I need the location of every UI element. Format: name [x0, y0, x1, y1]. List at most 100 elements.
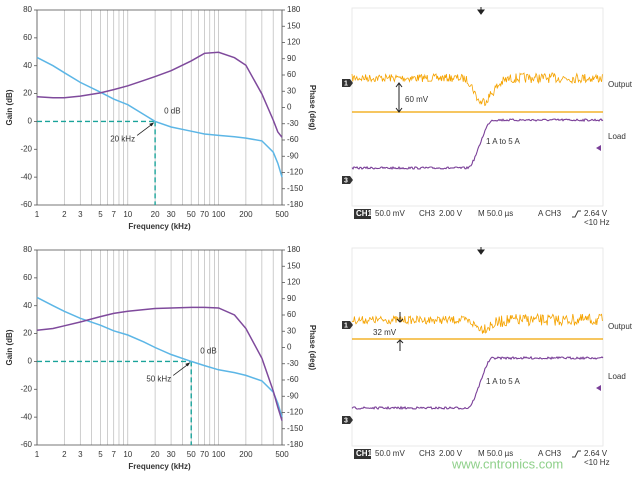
x-tick-label: 100: [212, 210, 226, 219]
trigger-edge-icon: [572, 210, 581, 218]
load-trace: [351, 355, 604, 410]
arrow: [136, 123, 154, 136]
y-tick-label: 20: [23, 329, 32, 338]
y2-tick-label: 180: [287, 5, 301, 14]
status-text: 2.64 V: [584, 209, 608, 218]
arrow-head: [185, 362, 191, 367]
channel-marker: [342, 79, 353, 87]
x-tick-label: 1: [35, 450, 40, 459]
trigger-edge-icon: [572, 450, 581, 458]
y-tick-label: 40: [23, 61, 32, 70]
x-tick-label: 500: [275, 450, 289, 459]
x-tick-label: 10: [123, 210, 132, 219]
output-trace: [351, 72, 603, 107]
y-tick-label: 80: [23, 245, 32, 254]
y-tick-label: -20: [20, 144, 32, 153]
crossover-frequency-label: 50 kHz: [146, 375, 171, 384]
channel-marker-label: 1: [344, 80, 348, 87]
y2-tick-label: 150: [287, 261, 301, 270]
y2-tick-label: 30: [287, 326, 296, 335]
y-tick-label: -60: [20, 440, 32, 449]
x-tick-label: 2: [62, 210, 67, 219]
x-tick-label: 20: [151, 210, 160, 219]
status-text: CH1: [356, 209, 373, 218]
scope-frame: [351, 7, 604, 207]
x-tick-label: 7: [111, 210, 116, 219]
x-tick-label: 70: [200, 210, 209, 219]
plot-frame: [36, 249, 283, 446]
y-axis-label: Gain (dB): [5, 329, 14, 365]
y2-tick-label: 180: [287, 245, 301, 254]
y2-tick-label: 60: [287, 70, 296, 79]
watermark: www.cntronics.com: [451, 456, 563, 471]
y2-tick-label: -120: [287, 168, 304, 177]
x-tick-label: 70: [200, 450, 209, 459]
y2-tick-label: 90: [287, 54, 296, 63]
y2-tick-label: 0: [287, 103, 292, 112]
channel-marker-label: 3: [344, 177, 348, 184]
output-label: Output: [608, 322, 633, 331]
output-trace: [351, 312, 603, 334]
status-badge: [354, 209, 371, 219]
x-tick-label: 500: [275, 210, 289, 219]
y2-tick-label: 30: [287, 86, 296, 95]
y2-tick-label: -180: [287, 440, 304, 449]
plot-frame: [36, 9, 283, 206]
x-tick-label: 2: [62, 450, 67, 459]
y-axis-label: Gain (dB): [5, 89, 14, 125]
y2-tick-label: -180: [287, 200, 304, 209]
crossover-label: 0 dB: [200, 347, 216, 356]
x-tick-label: 3: [78, 210, 83, 219]
y2-tick-label: -30: [287, 359, 299, 368]
x-axis-label: Frequency (kHz): [128, 222, 191, 231]
x-tick-label: 7: [111, 450, 116, 459]
load-label: Load: [608, 132, 626, 141]
status-text: 50.0 mV: [375, 209, 405, 218]
y-tick-label: -20: [20, 384, 32, 393]
status-text: CH1: [356, 449, 373, 458]
arrow: [172, 363, 190, 376]
y-tick-label: 60: [23, 33, 32, 42]
y2-axis-label: Phase (deg): [308, 325, 317, 371]
y2-tick-label: -60: [287, 375, 299, 384]
x-tick-label: 200: [239, 210, 253, 219]
y-tick-label: -60: [20, 200, 32, 209]
load-level-marker: [596, 145, 601, 151]
x-tick-label: 30: [167, 450, 176, 459]
arrow-head: [149, 122, 155, 127]
x-tick-label: 1: [35, 210, 40, 219]
y2-axis-label: Phase (deg): [308, 85, 317, 131]
y2-tick-label: -90: [287, 151, 299, 160]
load-label: Load: [608, 372, 626, 381]
status-text: A CH3: [538, 209, 562, 218]
status-text: CH3: [419, 209, 436, 218]
x-tick-label: 30: [167, 210, 176, 219]
y-tick-label: 60: [23, 273, 32, 282]
y2-tick-label: -60: [287, 135, 299, 144]
y2-tick-label: 120: [287, 278, 301, 287]
ripple-label: 60 mV: [405, 95, 429, 104]
x-tick-label: 5: [98, 210, 103, 219]
status-text: M 50.0 µs: [478, 209, 513, 218]
load-level-marker: [596, 385, 601, 391]
crossover-frequency-label: 20 kHz: [110, 135, 135, 144]
y2-tick-label: 120: [287, 38, 301, 47]
series-line: [36, 51, 283, 138]
y-tick-label: 40: [23, 301, 32, 310]
x-axis-label: Frequency (kHz): [128, 462, 191, 471]
x-tick-label: 10: [123, 450, 132, 459]
channel-marker-label: 1: [344, 322, 348, 329]
status-text: 2.00 V: [439, 209, 463, 218]
series-line: [36, 296, 283, 418]
step-label: 1 A to 5 A: [486, 137, 520, 146]
ripple-arrow: [396, 312, 404, 351]
crossover-label: 0 dB: [164, 107, 180, 116]
y2-tick-label: -90: [287, 391, 299, 400]
channel-marker: [342, 321, 353, 329]
x-tick-label: 50: [187, 210, 196, 219]
y-tick-label: 0: [28, 117, 33, 126]
status-text: <10 Hz: [584, 218, 610, 227]
y-tick-label: 80: [23, 5, 32, 14]
status-text: CH3: [419, 449, 436, 458]
